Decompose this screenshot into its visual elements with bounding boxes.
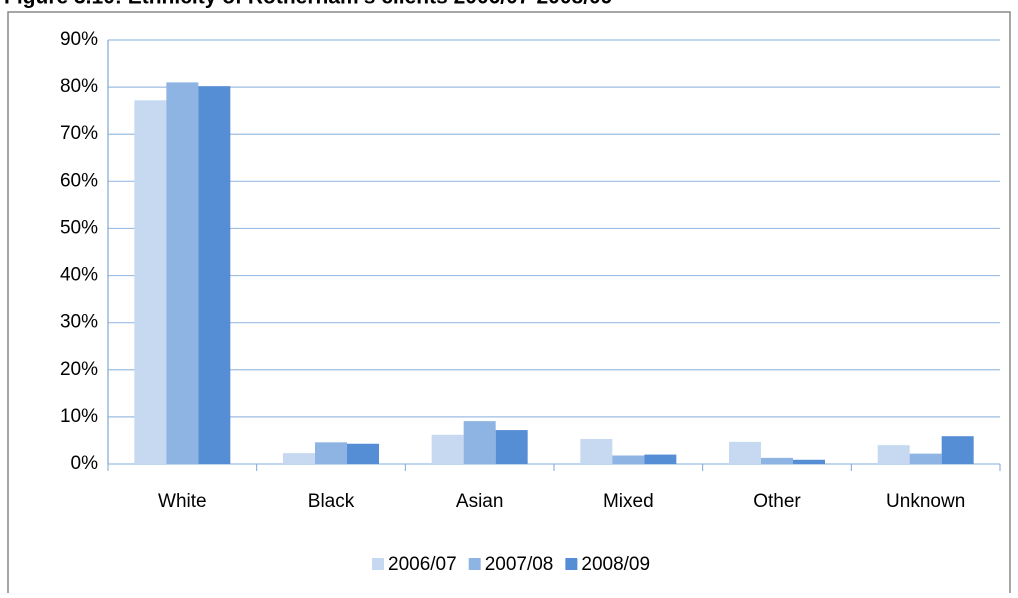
bar <box>495 430 528 464</box>
bar <box>729 441 761 464</box>
y-tick-label: 40% <box>60 265 98 286</box>
legend-swatch <box>468 558 481 570</box>
bar <box>909 453 942 464</box>
bar <box>198 86 231 465</box>
x-tick-label: Other <box>753 491 801 512</box>
legend-label: 2006/07 <box>388 554 457 575</box>
legend-label: 2007/08 <box>485 554 554 575</box>
bar <box>283 453 315 464</box>
y-tick-label: 70% <box>60 123 98 144</box>
bar <box>761 457 793 464</box>
x-tick-label: Unknown <box>886 491 965 512</box>
x-tick-label: White <box>158 491 207 512</box>
y-tick-label: 80% <box>60 76 98 97</box>
bar <box>644 454 677 464</box>
y-tick-label: 20% <box>60 359 98 380</box>
bar <box>877 445 910 464</box>
y-tick-label: 60% <box>60 170 98 191</box>
x-tick-label: Black <box>308 491 355 512</box>
bar <box>793 459 825 464</box>
bar <box>463 421 496 464</box>
bar <box>315 442 347 464</box>
y-tick-label: 30% <box>60 312 98 333</box>
bar <box>941 436 974 464</box>
legend-swatch <box>372 558 384 570</box>
x-tick-label: Mixed <box>603 491 654 512</box>
bar <box>347 443 379 464</box>
legend-label: 2008/09 <box>581 554 650 575</box>
y-tick-label: 10% <box>60 406 98 427</box>
y-tick-label: 50% <box>60 217 98 238</box>
chart-frame <box>7 11 1011 598</box>
y-tick-label: 0% <box>71 453 99 474</box>
bar <box>431 434 464 464</box>
bar <box>134 100 167 465</box>
bar <box>612 455 645 464</box>
legend-swatch <box>565 558 578 570</box>
bar <box>166 82 199 465</box>
x-tick-label: Asian <box>456 491 504 512</box>
chart-title: Figure 3.10: Ethnicity of Rotherham's cl… <box>4 0 612 9</box>
y-tick-label: 90% <box>60 29 98 50</box>
bar <box>580 439 613 464</box>
